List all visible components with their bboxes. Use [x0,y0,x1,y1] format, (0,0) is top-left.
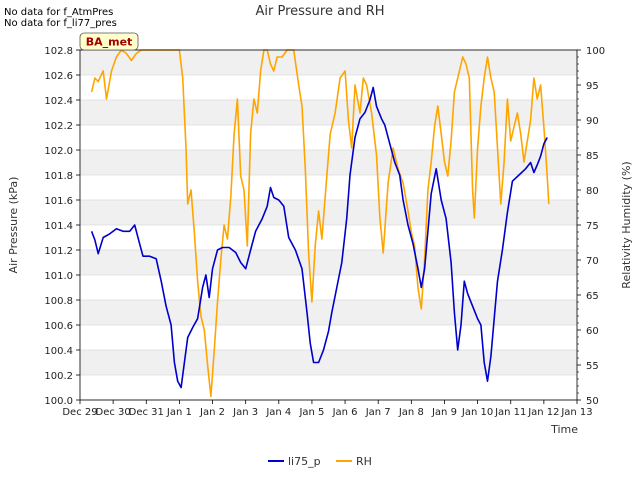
right-tick-label: 100 [586,46,605,57]
left-tick-label: 102.4 [44,96,73,107]
series-lines [90,49,550,398]
right-tick-label: 65 [586,291,599,302]
left-tick-label: 100.0 [44,396,73,407]
left-tick-label: 101.4 [44,221,73,232]
badge: BA_met [79,32,139,51]
left-tick-label: 101.0 [44,271,73,282]
x-tick-label: Jan 9 [431,407,457,418]
x-tick-label: Jan 2 [199,407,225,418]
x-axis-label: Time [550,423,578,436]
left-tick-label: 100.2 [44,371,73,382]
badge-label: BA_met [86,36,133,49]
grid-band [80,350,577,375]
x-tick-label: Jan 12 [527,407,559,418]
grid-band [80,250,577,275]
left-tick-label: 101.6 [44,196,73,207]
left-tick-label: 102.8 [44,46,73,57]
left-tick-label: 101.2 [44,246,73,257]
grid-band [80,100,577,125]
right-axis-ticks: 50 55 60 65 70 75 80 85 90 95 100 [577,46,605,407]
right-tick-label: 80 [586,186,599,197]
left-tick-label: 102.2 [44,121,73,132]
no-data-note-atmpres: No data for f_AtmPres [4,7,114,18]
no-data-note-li77: No data for f_li77_pres [4,18,117,29]
grid-band [80,300,577,325]
left-tick-label: 100.4 [44,346,73,357]
x-tick-label: Dec 29 [62,407,97,418]
grid-band [80,50,577,75]
right-tick-label: 90 [586,116,599,127]
left-tick-label: 100.8 [44,296,73,307]
x-tick-label: Jan 6 [332,407,358,418]
x-tick-label: Jan 3 [232,407,258,418]
y-axis-right-label: Relativity Humidity (%) [620,161,633,288]
x-tick-label: Jan 5 [298,407,324,418]
x-tick-label: Jan 8 [398,407,424,418]
y-axis-left-label: Air Pressure (kPa) [7,177,20,274]
left-tick-label: 101.8 [44,171,73,182]
x-tick-label: Jan 11 [494,407,526,418]
right-tick-label: 60 [586,326,599,337]
right-tick-label: 70 [586,256,599,267]
right-tick-label: 85 [586,151,599,162]
chart-title: Air Pressure and RH [255,4,384,19]
series-line-rh [90,49,550,398]
x-tick-label: Jan 10 [461,407,493,418]
series-line-li75-p [90,86,548,389]
right-tick-label: 55 [586,361,599,372]
right-tick-label: 95 [586,81,599,92]
left-tick-label: 102.6 [44,71,73,82]
legend-label-li75-p: li75_p [288,455,321,468]
left-tick-label: 102.0 [44,146,73,157]
x-tick-label: Jan 7 [365,407,391,418]
legend-label-rh: RH [356,455,372,468]
x-tick-label: Jan 4 [265,407,291,418]
right-tick-label: 75 [586,221,599,232]
x-tick-label: Jan 13 [560,407,592,418]
legend: li75_p RH [268,455,372,468]
right-tick-label: 50 [586,396,599,407]
grid-band [80,200,577,225]
grid-bands [80,49,577,401]
left-tick-label: 100.6 [44,321,73,332]
x-tick-label: Jan 1 [166,407,192,418]
x-tick-label: Dec 31 [129,407,164,418]
x-tick-label: Dec 30 [96,407,131,418]
left-axis-ticks: 100.0 100.2 100.4 100.6 100.8 101.0 101.2 101.4… [44,46,80,407]
